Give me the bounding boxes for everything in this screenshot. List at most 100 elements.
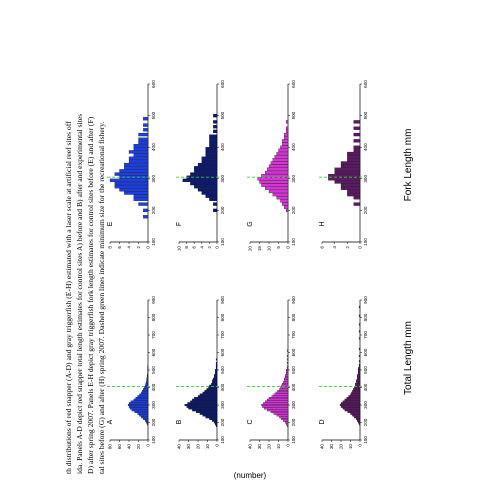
x-tick-label: 200 [151,418,156,426]
panel-b: 100 200 300 400 500 600 700 800 900 0 10 20 30 40 B [175,296,225,449]
histogram-bar [266,409,289,412]
histogram-bar [356,381,361,384]
histogram-bar [143,215,149,219]
histogram-bar [344,398,361,401]
histogram-bar [114,185,149,189]
histogram-bar [195,411,218,413]
y-tick-label: 80 [108,444,113,450]
x-tick-label: 500 [291,111,296,119]
histogram-bar [215,363,218,366]
x-tick-label: 100 [151,436,156,444]
x-tick-label: 600 [291,80,296,88]
histogram-bar [356,379,361,382]
histogram-bar [145,381,149,384]
histogram-bar [206,388,218,391]
histogram-bar [268,164,289,168]
histogram-bar [205,147,218,151]
histogram-bar [350,412,361,415]
y-tick-label: 10 [177,246,182,252]
histogram-bar [199,393,218,396]
histogram-bar [264,407,289,410]
x-tick-label: 400 [363,383,368,391]
histogram-bar [284,205,289,209]
panel-label: F [176,222,183,226]
histogram-bar [358,337,361,340]
x-tick-label: 300 [151,175,156,183]
y-tick-label: 20 [339,444,344,450]
histogram-bar [139,393,149,396]
histogram-bar [194,397,218,399]
histogram-bar [285,423,289,426]
panel-label: A [107,419,114,424]
histogram-bar [282,202,289,206]
histogram-bar [358,355,361,357]
histogram-bar [357,421,361,424]
x-tick-label: 400 [151,383,156,391]
histogram-bar [188,407,218,410]
histogram-bar [143,208,149,213]
y-tick-label: 40 [177,444,182,450]
histogram-bar [146,374,149,377]
histogram-bar [213,125,218,129]
x-tick-label: 700 [363,331,368,339]
histogram-bar [209,134,218,138]
histogram-bar [263,402,289,405]
histogram-bar [352,390,361,392]
histogram-bar [353,139,361,143]
histogram-bar [201,159,218,164]
histogram-bar [131,409,149,412]
x-tick-label: 900 [151,296,156,304]
panel-a: 100 200 300 400 500 600 700 800 900 0 20 40 60 80 A [106,296,156,449]
histogram-bar [213,113,218,118]
histogram-bar [272,192,289,197]
histogram-bar [114,172,149,176]
histogram-bar [143,128,149,132]
histogram-bar [286,362,289,364]
histogram-bar [213,377,218,380]
histogram-bar [358,306,361,308]
histogram-bar [214,374,218,377]
histogram-bar [134,411,149,413]
histogram-bar [146,379,149,382]
y-tick-label: 20 [248,246,253,252]
histogram-bar [139,414,149,417]
x-tick-label: 800 [220,313,225,321]
y-tick-label: 10 [267,246,272,252]
x-tick-label: 100 [220,436,225,444]
histogram-bar [357,367,361,370]
histogram-bar [143,117,149,121]
histogram-bar [357,369,361,371]
histogram-bar [285,370,289,373]
histogram-bar [137,395,149,398]
panel-label: B [176,419,183,424]
histogram-bar [358,330,361,333]
histogram-bar [347,411,361,413]
histogram-bar [215,367,218,370]
histogram-bar [197,188,218,192]
x-tick-label: 600 [151,348,156,356]
histogram-bar [213,120,218,124]
histogram-bar [145,421,149,424]
histogram-bar [133,197,149,201]
x-tick-label: 400 [220,383,225,391]
histogram-bar [213,202,218,206]
histogram-bar [279,388,289,391]
histogram-bar [270,161,289,165]
histogram-bar [199,412,218,415]
histogram-bar [114,181,149,186]
histogram-bar [346,397,361,399]
histogram-bar [266,167,289,171]
histogram-bar [347,158,361,162]
histogram-bar [205,416,218,419]
histogram-bar [215,358,218,361]
x-tick-label: 900 [291,296,296,304]
x-tick-label: 300 [151,401,156,409]
histogram-bar [259,180,289,184]
panel-c: 100 200 300 400 500 600 700 800 900 0 10 20 30 40 C [246,296,296,449]
histogram-bar [211,383,218,385]
x-tick-label: 200 [363,206,368,214]
histogram-bar [214,370,218,373]
histogram-bar [285,129,289,134]
